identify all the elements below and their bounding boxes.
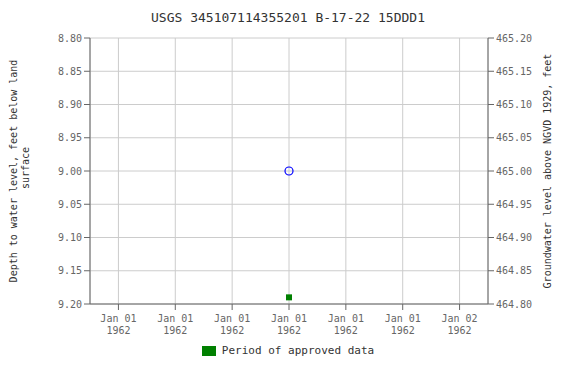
svg-text:464.90: 464.90 <box>496 232 532 243</box>
svg-text:9.20: 9.20 <box>58 299 82 310</box>
svg-text:9.15: 9.15 <box>58 265 82 276</box>
svg-text:464.85: 464.85 <box>496 265 532 276</box>
svg-text:Jan 011962: Jan 011962 <box>328 313 364 336</box>
svg-text:Jan 011962: Jan 011962 <box>157 313 193 336</box>
svg-text:9.00: 9.00 <box>58 166 82 177</box>
svg-text:Jan 011962: Jan 011962 <box>214 313 250 336</box>
svg-text:Jan 011962: Jan 011962 <box>271 313 307 336</box>
svg-text:8.95: 8.95 <box>58 132 82 143</box>
svg-text:464.95: 464.95 <box>496 199 532 210</box>
svg-text:9.05: 9.05 <box>58 199 82 210</box>
svg-text:Jan 021962: Jan 021962 <box>442 313 478 336</box>
svg-text:8.90: 8.90 <box>58 99 82 110</box>
svg-text:8.80: 8.80 <box>58 33 82 44</box>
svg-text:Depth to water level, feet bel: Depth to water level, feet below land su… <box>8 60 31 283</box>
svg-text:465.00: 465.00 <box>496 166 532 177</box>
svg-text:Groundwater level above NGVD 1: Groundwater level above NGVD 1929, feet <box>542 54 553 289</box>
svg-text:464.80: 464.80 <box>496 299 532 310</box>
svg-text:465.20: 465.20 <box>496 33 532 44</box>
svg-text:Jan 011962: Jan 011962 <box>385 313 421 336</box>
html-text:Period of approved data: Period of approved data <box>221 344 375 357</box>
svg-text:Jan 011962: Jan 011962 <box>100 313 136 336</box>
html-text:USGS 345107114355201 B-17-22 1: USGS 345107114355201 B-17-22 15DDD1 <box>151 10 425 25</box>
svg-text:465.15: 465.15 <box>496 66 532 77</box>
svg-text:9.10: 9.10 <box>58 232 82 243</box>
svg-text:465.10: 465.10 <box>496 99 532 110</box>
svg-text:8.85: 8.85 <box>58 66 82 77</box>
svg-text:465.05: 465.05 <box>496 132 532 143</box>
